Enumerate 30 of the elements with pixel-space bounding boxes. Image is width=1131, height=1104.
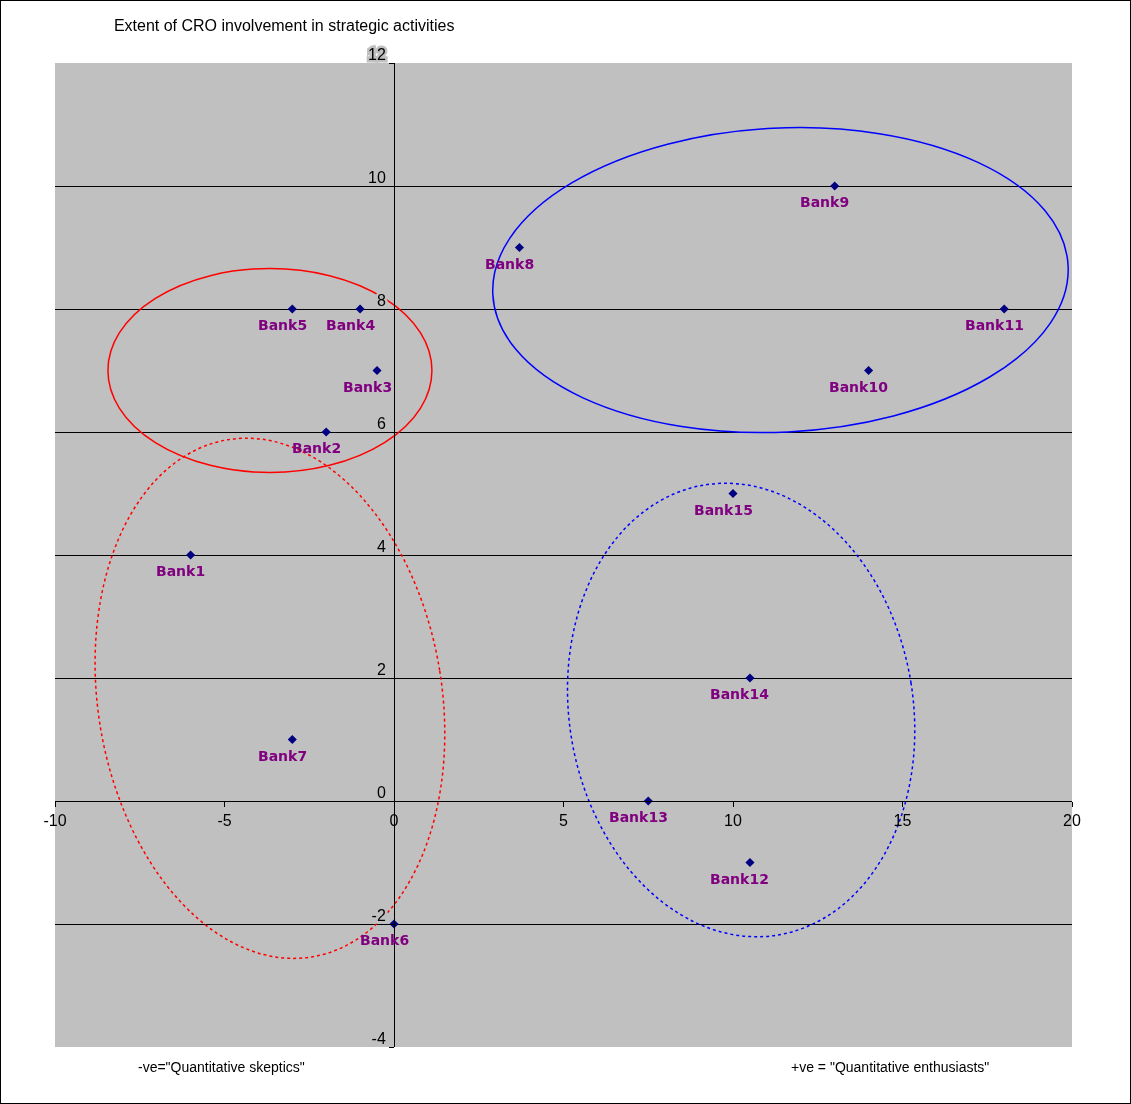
y-tick-label: 2 [376, 660, 386, 678]
x-tick-label: -10 [43, 812, 67, 830]
annotation: Bank3 [343, 379, 393, 395]
annotation: Bank15 [694, 502, 753, 518]
y-tick-label: 4 [376, 537, 386, 555]
annotation: Bank14 [710, 686, 770, 702]
annotation: Bank4 [326, 317, 376, 333]
chart-title: Extent of CRO involvement in strategic activities [113, 17, 455, 35]
x-tick-label: 15 [893, 812, 912, 830]
x-tick-label: 10 [724, 812, 742, 830]
y-tick-label: -4 [371, 1029, 386, 1047]
annotation: Bank13 [609, 809, 668, 825]
y-tick-label: 6 [376, 414, 386, 432]
y-tick-label: -2 [371, 906, 386, 924]
y-tick-label: 0 [376, 783, 386, 801]
annotation: Bank2 [292, 440, 342, 456]
annotation: Bank11 [965, 317, 1024, 333]
annotation: Bank12 [710, 871, 769, 887]
text: +ve = "Quantitative enthusiasts" [791, 1059, 990, 1075]
y-tick-label: 10 [368, 168, 386, 186]
annotation: Bank5 [258, 317, 308, 333]
annotation: Bank9 [800, 194, 850, 210]
annotation: Bank10 [829, 379, 889, 395]
y-tick-label: 12 [368, 45, 386, 63]
annotation: Bank1 [156, 563, 206, 579]
annotation: Bank7 [258, 748, 308, 764]
x-tick-label: -5 [217, 812, 232, 830]
x-tick-label: 20 [1063, 812, 1081, 830]
text: -ve="Quantitative skeptics" [138, 1059, 305, 1075]
x-tick-label: 5 [559, 812, 569, 830]
